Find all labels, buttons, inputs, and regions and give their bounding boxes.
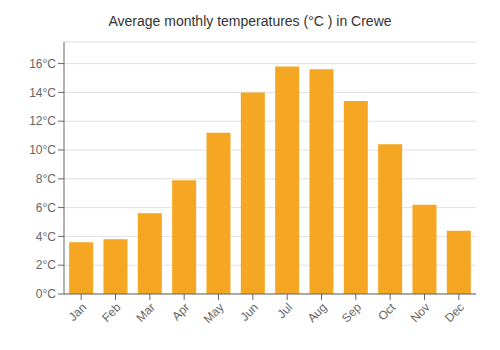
svg-text:Jun: Jun [237, 300, 261, 324]
svg-text:Nov: Nov [408, 300, 433, 325]
svg-text:Apr: Apr [169, 300, 192, 323]
svg-text:16°C: 16°C [29, 57, 56, 71]
svg-text:Oct: Oct [375, 300, 399, 324]
html-text:Average monthly temperatures (: Average monthly temperatures (°C ) in Cr… [108, 13, 392, 29]
svg-text:0°C: 0°C [36, 287, 56, 301]
svg-text:May: May [201, 300, 227, 326]
svg-text:6°C: 6°C [36, 201, 56, 215]
svg-text:10°C: 10°C [29, 143, 56, 157]
svg-text:Aug: Aug [305, 300, 330, 325]
svg-text:8°C: 8°C [36, 172, 56, 186]
svg-text:Dec: Dec [442, 300, 467, 325]
svg-text:Jan: Jan [66, 300, 90, 324]
svg-text:14°C: 14°C [29, 86, 56, 100]
svg-text:Mar: Mar [133, 300, 158, 325]
svg-text:Jul: Jul [275, 300, 296, 321]
svg-text:Feb: Feb [99, 300, 124, 325]
svg-text:2°C: 2°C [36, 258, 56, 272]
svg-text:12°C: 12°C [29, 114, 56, 128]
svg-text:Sep: Sep [339, 300, 364, 325]
svg-text:4°C: 4°C [36, 230, 56, 244]
